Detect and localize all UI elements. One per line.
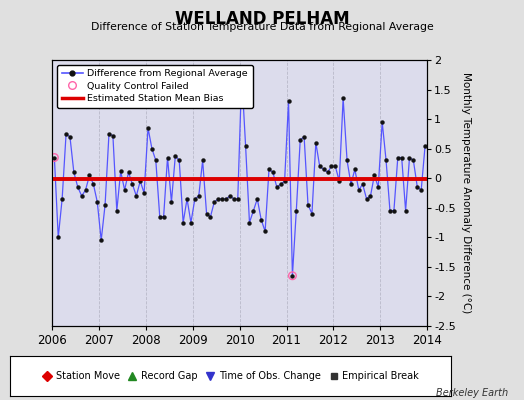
Point (50, 154, 59, 161)
Legend: Difference from Regional Average, Quality Control Failed, Estimated Station Mean: Difference from Regional Average, Qualit… (57, 65, 253, 108)
Text: WELLAND PELHAM: WELLAND PELHAM (174, 10, 350, 28)
Y-axis label: Monthly Temperature Anomaly Difference (°C): Monthly Temperature Anomaly Difference (… (461, 72, 471, 314)
Text: Berkeley Earth: Berkeley Earth (436, 388, 508, 398)
Point (288, 272, 297, 279)
Text: Difference of Station Temperature Data from Regional Average: Difference of Station Temperature Data f… (91, 22, 433, 32)
Legend: Station Move, Record Gap, Time of Obs. Change, Empirical Break: Station Move, Record Gap, Time of Obs. C… (38, 367, 423, 385)
